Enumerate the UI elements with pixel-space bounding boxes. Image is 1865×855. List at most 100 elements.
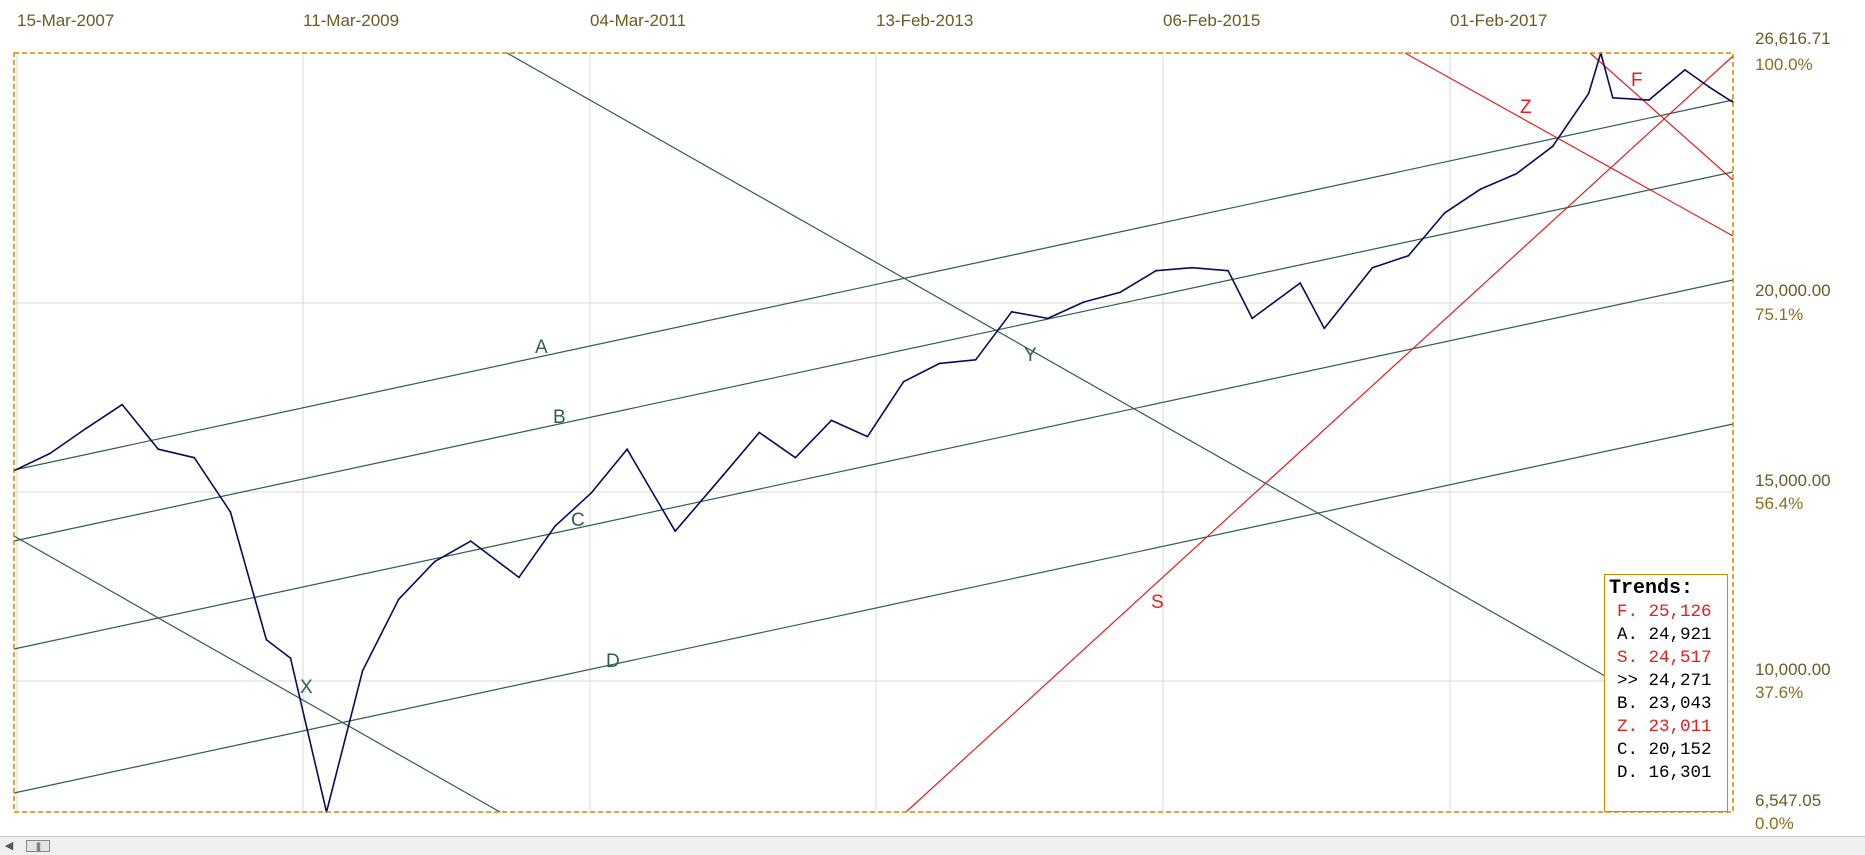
- price-point: [866, 435, 869, 438]
- trend-line-f: [1589, 52, 1734, 181]
- trend-legend-entry: C. 20,152: [1617, 740, 1712, 760]
- trend-line-s: [905, 55, 1734, 813]
- price-point: [289, 657, 292, 659]
- price-point: [1443, 212, 1446, 215]
- y-percent-label: 37.6%: [1755, 683, 1803, 702]
- price-point: [1371, 266, 1374, 269]
- x-axis-labels: 15-Mar-2007 11-Mar-2009 04-Mar-2011 13-Feb-…: [17, 11, 1547, 30]
- trend-legend-entry: A. 24,921: [1617, 625, 1712, 645]
- price-point: [1155, 269, 1157, 272]
- grid-lines: [14, 53, 1733, 812]
- x-tick-label: 01-Feb-2017: [1450, 11, 1547, 30]
- price-point: [974, 358, 977, 361]
- y-percent-label: 75.1%: [1755, 305, 1803, 324]
- price-point: [1551, 145, 1554, 148]
- trend-legend-entry: >> 24,271: [1617, 671, 1712, 691]
- price-point: [1299, 282, 1302, 284]
- y-percent-label: 100.0%: [1755, 55, 1813, 74]
- trend-line-x: [13, 535, 501, 813]
- y-price-label: 10,000.00: [1755, 660, 1831, 679]
- price-point: [1611, 96, 1614, 99]
- trend-legend-entry: D. 16,301: [1617, 763, 1712, 783]
- x-tick-label: 13-Feb-2013: [876, 11, 973, 30]
- y-price-label: 15,000.00: [1755, 471, 1831, 490]
- price-point: [590, 492, 592, 495]
- price-point: [1251, 317, 1254, 320]
- trend-label-a: A: [535, 337, 548, 358]
- trend-label-c: C: [571, 510, 585, 531]
- trend-lines: [13, 52, 1734, 813]
- trend-label-f: F: [1631, 70, 1643, 91]
- price-point: [794, 456, 797, 459]
- trend-line-b: [13, 171, 1734, 542]
- trend-label-d: D: [606, 651, 620, 672]
- price-point: [1708, 86, 1710, 88]
- price-point: [265, 638, 268, 641]
- price-point: [361, 669, 364, 672]
- x-tick-label: 06-Feb-2015: [1163, 11, 1260, 30]
- price-point: [554, 525, 556, 528]
- price-point: [674, 530, 677, 533]
- y-price-label: 6,547.05: [1755, 791, 1821, 810]
- trend-label-s: S: [1151, 592, 1164, 613]
- price-point: [49, 452, 51, 455]
- chevron-left-icon[interactable]: ◀: [4, 840, 14, 852]
- x-tick-label: 15-Mar-2007: [17, 11, 114, 30]
- trend-label-b: B: [553, 407, 566, 428]
- trend-line-d: [13, 423, 1734, 794]
- price-point: [1046, 317, 1049, 320]
- price-point: [1479, 188, 1482, 191]
- price-series-line: [13, 52, 1734, 813]
- price-point: [157, 448, 160, 451]
- price-point: [1407, 254, 1410, 257]
- trend-label-x: X: [300, 677, 313, 698]
- y-axis-labels: 26,616.71 20,000.00 15,000.00 10,000.00 6,54…: [1755, 29, 1831, 833]
- y-price-label: 26,616.71: [1755, 29, 1831, 48]
- trend-legend-entry: S. 24,517: [1617, 648, 1712, 668]
- trend-legend-entry: F. 25,126: [1617, 602, 1712, 622]
- price-point: [193, 456, 196, 459]
- price-point: [1119, 291, 1121, 294]
- scrollbar-thumb[interactable]: |||: [26, 840, 50, 852]
- price-point: [1191, 266, 1193, 269]
- price-point: [1010, 310, 1013, 313]
- trends-legend: Trends: F. 25,126 A. 24,921 S. 24,517 >> 24…: [1604, 574, 1728, 812]
- y-price-label: 20,000.00: [1755, 281, 1831, 300]
- price-point: [722, 474, 725, 477]
- price-point: [758, 431, 761, 434]
- price-point: [229, 511, 232, 513]
- price-point: [1227, 269, 1229, 272]
- price-point: [469, 540, 472, 542]
- trend-line-z: [1404, 52, 1734, 237]
- trend-line-y: [506, 52, 1606, 677]
- price-point: [1587, 92, 1590, 95]
- price-point: [518, 576, 520, 579]
- trend-line-c: [13, 279, 1734, 650]
- y-percent-label: 56.4%: [1755, 494, 1803, 513]
- price-point: [902, 380, 905, 383]
- price-point: [85, 427, 87, 430]
- price-point: [938, 362, 941, 365]
- trends-legend-entries: F. 25,126 A. 24,921 S. 24,517 >> 24,271 B. 2…: [1609, 601, 1727, 785]
- price-point: [1515, 172, 1518, 175]
- price-point: [1684, 69, 1686, 71]
- price-point: [1323, 327, 1326, 330]
- trends-legend-title: Trends:: [1609, 577, 1694, 600]
- price-point: [1083, 301, 1085, 303]
- trend-line-a: [13, 99, 1734, 471]
- price-point: [1648, 99, 1650, 101]
- price-series: [13, 52, 1734, 813]
- trend-label-z: Z: [1520, 97, 1532, 118]
- x-tick-label: 11-Mar-2009: [303, 11, 399, 30]
- trend-legend-entry: Z. 23,011: [1617, 717, 1712, 737]
- price-point: [433, 560, 436, 563]
- price-point: [830, 419, 833, 422]
- x-tick-label: 04-Mar-2011: [590, 11, 686, 30]
- horizontal-scrollbar[interactable]: ◀ |||: [0, 836, 1865, 855]
- trend-legend-entry: B. 23,043: [1617, 694, 1712, 714]
- price-point: [397, 598, 400, 601]
- grip-icon: |||: [35, 841, 41, 851]
- y-percent-label: 0.0%: [1755, 814, 1794, 833]
- price-point: [626, 448, 628, 451]
